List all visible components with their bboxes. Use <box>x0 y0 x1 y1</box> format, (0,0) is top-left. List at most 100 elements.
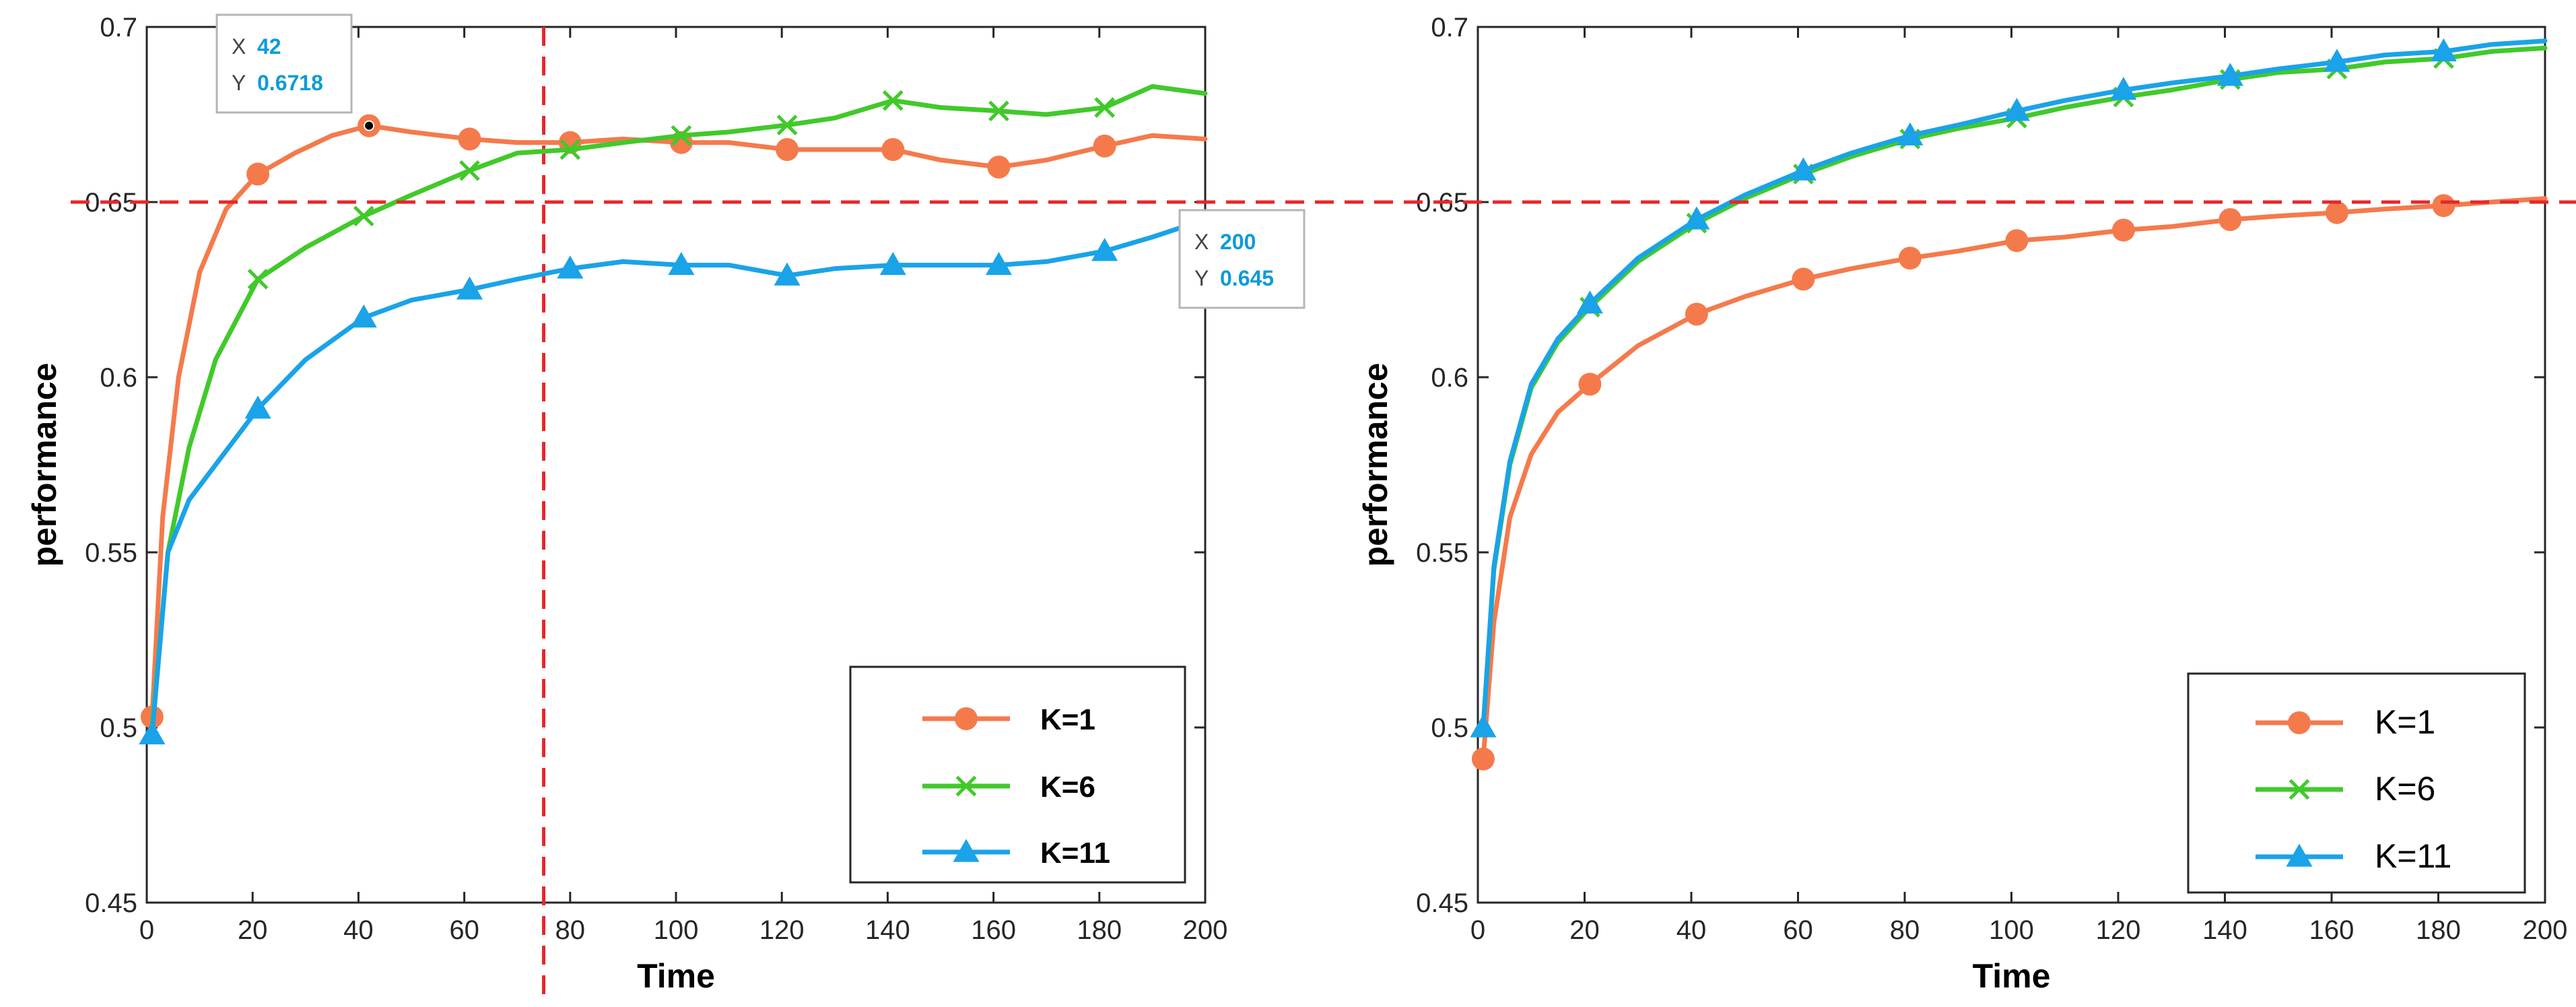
data-point-K=1 <box>1685 302 1708 326</box>
x-tick-label: 140 <box>2202 915 2247 945</box>
data-point-K=6 <box>459 160 480 181</box>
datatip-y-value: 0.6718 <box>257 71 323 95</box>
datatip-y-label: Y <box>232 71 246 95</box>
data-point-K=11 <box>985 252 1013 275</box>
data-point-K=11 <box>879 252 906 275</box>
y-axis-label: performance <box>26 363 63 567</box>
data-point-K=11 <box>1897 122 1924 145</box>
series-K=11 <box>1470 38 2548 738</box>
x-tick-label: 20 <box>1569 915 1600 945</box>
x-tick-label: 100 <box>1989 915 2034 945</box>
legend-marker <box>955 707 978 730</box>
legend-marker <box>2288 711 2311 734</box>
data-point-K=1 <box>2325 201 2348 224</box>
datatip-x-label: X <box>1194 230 1209 254</box>
x-tick-label: 160 <box>2309 915 2354 945</box>
data-point-K=11 <box>456 276 483 300</box>
y-tick-label: 0.55 <box>85 538 137 568</box>
data-point-K=11 <box>557 255 584 279</box>
data-point-K=1 <box>776 138 799 161</box>
legend: K=1 K=6 K=11 <box>849 665 1186 884</box>
data-point-K=11 <box>2430 38 2457 62</box>
data-point-K=1 <box>2218 208 2242 231</box>
x-tick-label: 80 <box>1890 915 1920 945</box>
data-point-K=11 <box>2324 48 2350 72</box>
data-point-K=1 <box>1898 247 1922 270</box>
legend-box <box>849 665 1186 884</box>
x-tick-label: 180 <box>2416 915 2461 945</box>
data-point-K=11 <box>350 304 377 328</box>
data-point-K=1 <box>246 162 270 186</box>
y-tick-label: 0.6 <box>1431 363 1468 393</box>
data-point-K=1 <box>1792 267 1815 291</box>
data-point-K=1 <box>2432 194 2455 218</box>
y-tick-label: 0.7 <box>100 13 137 42</box>
x-tick-label: 160 <box>971 915 1016 945</box>
datatip-point <box>364 120 375 131</box>
datatip-box <box>215 13 353 114</box>
data-point-K=1 <box>2005 229 2029 253</box>
legend-label: K=11 <box>2375 837 2451 875</box>
datatip-x-label: X <box>232 34 246 59</box>
x-tick-label: 0 <box>1470 915 1485 945</box>
data-point-K=6 <box>882 90 904 111</box>
data-point-K=6 <box>988 100 1009 122</box>
datatip: X 42 Y 0.6718 <box>215 13 353 114</box>
right-chart: 0 20 40 60 80 100 120 140 160 180 200 0.45 0.5 0.55 0.… <box>1357 13 2567 995</box>
series-line-K=11 <box>1481 38 2548 730</box>
data-point-K=11 <box>139 721 166 745</box>
x-tick-label: 180 <box>1077 915 1122 945</box>
data-point-K=11 <box>774 262 801 286</box>
datatip-x-value: 42 <box>257 34 281 59</box>
y-tick-label: 0.45 <box>85 888 137 918</box>
data-point-K=11 <box>2110 77 2137 100</box>
data-point-K=11 <box>1576 290 1603 314</box>
x-tick-label: 0 <box>139 915 154 945</box>
legend-label: K=1 <box>1040 703 1095 736</box>
data-point-K=11 <box>1790 157 1817 181</box>
series-K=6 <box>149 84 1208 730</box>
x-tick-label: 60 <box>1783 915 1813 945</box>
series-line-K=11 <box>149 217 1208 737</box>
legend: K=1 K=6 K=11 <box>2187 672 2526 894</box>
datatip-x-value: 200 <box>1220 230 1256 254</box>
datatip: X 200 Y 0.645 <box>1178 209 1306 309</box>
legend-marker <box>2289 779 2310 800</box>
data-point-K=1 <box>1093 134 1116 158</box>
x-tick-label: 80 <box>555 915 586 945</box>
datatip-box <box>1178 209 1306 309</box>
legend-label: K=1 <box>2375 703 2435 741</box>
data-point-K=1 <box>1578 372 1602 396</box>
y-tick-label: 0.5 <box>100 713 137 743</box>
data-point-K=11 <box>1683 206 1710 230</box>
legend-entry-K=1: K=1 <box>922 703 1095 736</box>
data-point-K=6 <box>353 205 374 227</box>
legend-entry-K=6: K=6 <box>922 771 1095 804</box>
legend-entry-K=6: K=6 <box>2256 770 2435 808</box>
x-axis-label: Time <box>1973 957 2051 995</box>
x-tick-label: 100 <box>654 915 699 945</box>
legend-entry-K=11: K=11 <box>2256 837 2451 875</box>
datatip-y-label: Y <box>1194 266 1209 290</box>
legend-marker <box>953 839 980 862</box>
x-tick-label: 200 <box>2523 915 2568 945</box>
data-point-K=11 <box>668 252 695 275</box>
data-point-K=1 <box>458 127 481 151</box>
x-tick-label: 40 <box>343 915 374 945</box>
legend-entry-K=11: K=11 <box>922 837 1110 870</box>
legend-label: K=6 <box>2375 770 2435 808</box>
legend-label: K=6 <box>1040 771 1095 804</box>
x-tick-label: 20 <box>238 915 268 945</box>
x-tick-label: 60 <box>449 915 479 945</box>
data-point-K=11 <box>2216 63 2243 86</box>
data-point-K=11 <box>1091 238 1118 261</box>
y-tick-label: 0.7 <box>1431 13 1468 42</box>
data-point-K=11 <box>2003 98 2030 121</box>
data-point-K=6 <box>247 269 269 290</box>
legend-label: K=11 <box>1040 837 1110 870</box>
x-axis-label: Time <box>637 957 715 995</box>
legend-marker <box>2286 843 2313 867</box>
left-chart: 0 20 40 60 80 100 120 140 160 180 200 0.45 0.5 0.55 0.… <box>26 13 1306 997</box>
series-K=1 <box>1471 194 2548 771</box>
